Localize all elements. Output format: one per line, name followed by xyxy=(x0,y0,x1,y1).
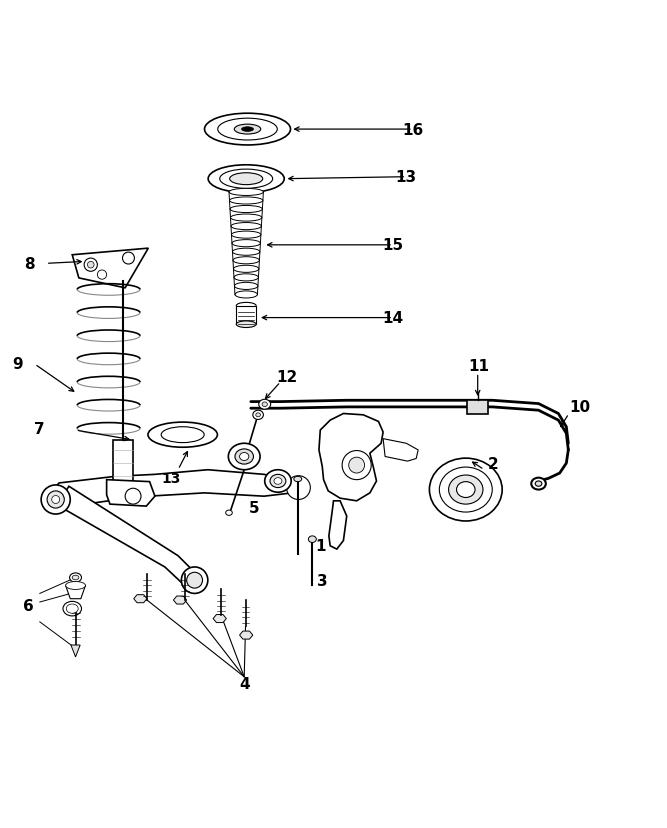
Ellipse shape xyxy=(208,166,284,194)
Circle shape xyxy=(123,253,135,265)
Ellipse shape xyxy=(233,266,259,273)
Circle shape xyxy=(52,496,59,504)
Polygon shape xyxy=(134,595,147,603)
Ellipse shape xyxy=(449,475,483,504)
Ellipse shape xyxy=(235,291,257,299)
Circle shape xyxy=(349,458,365,474)
Ellipse shape xyxy=(456,482,475,498)
Ellipse shape xyxy=(161,427,204,443)
Ellipse shape xyxy=(205,114,291,146)
Ellipse shape xyxy=(65,582,85,590)
Polygon shape xyxy=(329,501,347,550)
Bar xyxy=(236,306,256,325)
Ellipse shape xyxy=(241,128,253,132)
Circle shape xyxy=(342,451,372,480)
Ellipse shape xyxy=(235,450,253,465)
Ellipse shape xyxy=(262,402,267,407)
Text: 13: 13 xyxy=(396,170,417,185)
Ellipse shape xyxy=(236,321,256,328)
Text: 7: 7 xyxy=(34,421,45,436)
Circle shape xyxy=(125,489,141,504)
Polygon shape xyxy=(72,249,148,288)
Ellipse shape xyxy=(217,119,277,141)
Ellipse shape xyxy=(234,274,258,282)
Text: 6: 6 xyxy=(23,598,33,613)
Bar xyxy=(113,440,133,490)
Ellipse shape xyxy=(72,575,79,580)
Text: 10: 10 xyxy=(569,400,590,415)
Text: 9: 9 xyxy=(13,357,23,372)
Polygon shape xyxy=(319,414,383,501)
Ellipse shape xyxy=(229,198,263,205)
Ellipse shape xyxy=(243,451,249,456)
Ellipse shape xyxy=(430,459,502,522)
Text: 5: 5 xyxy=(249,500,259,515)
Polygon shape xyxy=(71,645,80,657)
Polygon shape xyxy=(173,596,187,604)
Text: 3: 3 xyxy=(317,573,327,588)
Text: 12: 12 xyxy=(277,369,298,384)
Circle shape xyxy=(84,258,97,272)
Text: 2: 2 xyxy=(488,456,499,471)
Text: 15: 15 xyxy=(382,238,404,253)
Ellipse shape xyxy=(219,170,273,189)
Text: 13: 13 xyxy=(162,472,181,486)
Ellipse shape xyxy=(228,444,260,470)
Polygon shape xyxy=(383,439,418,461)
Circle shape xyxy=(181,567,208,594)
Ellipse shape xyxy=(293,477,301,482)
Ellipse shape xyxy=(230,206,262,214)
Ellipse shape xyxy=(233,258,259,264)
Polygon shape xyxy=(59,487,205,591)
Ellipse shape xyxy=(308,537,316,543)
Text: 4: 4 xyxy=(239,676,249,691)
Ellipse shape xyxy=(229,174,263,185)
Text: 16: 16 xyxy=(402,123,424,137)
Ellipse shape xyxy=(239,453,249,461)
Ellipse shape xyxy=(234,125,261,135)
Ellipse shape xyxy=(231,232,261,239)
Ellipse shape xyxy=(148,422,217,448)
Polygon shape xyxy=(49,470,303,508)
Ellipse shape xyxy=(66,604,78,614)
Ellipse shape xyxy=(63,602,81,616)
Circle shape xyxy=(287,476,310,500)
Bar xyxy=(467,400,488,415)
Ellipse shape xyxy=(231,224,261,230)
Polygon shape xyxy=(213,615,226,623)
Text: 11: 11 xyxy=(468,359,490,374)
Polygon shape xyxy=(239,631,253,639)
Ellipse shape xyxy=(274,478,282,484)
Ellipse shape xyxy=(259,400,271,410)
Ellipse shape xyxy=(236,303,256,310)
Ellipse shape xyxy=(270,474,286,488)
Circle shape xyxy=(87,262,94,268)
Circle shape xyxy=(47,491,64,508)
Ellipse shape xyxy=(231,214,262,222)
Ellipse shape xyxy=(232,240,260,248)
Ellipse shape xyxy=(265,470,291,493)
Ellipse shape xyxy=(255,413,260,417)
Text: 14: 14 xyxy=(382,310,404,325)
Ellipse shape xyxy=(253,411,263,420)
Ellipse shape xyxy=(440,468,492,513)
Polygon shape xyxy=(65,585,85,599)
Ellipse shape xyxy=(233,249,260,256)
Ellipse shape xyxy=(229,189,263,196)
Circle shape xyxy=(97,271,107,280)
Text: 8: 8 xyxy=(24,257,35,272)
Ellipse shape xyxy=(234,283,258,290)
Text: 1: 1 xyxy=(315,539,325,554)
Ellipse shape xyxy=(69,573,81,582)
Ellipse shape xyxy=(532,478,546,490)
Circle shape xyxy=(187,572,203,589)
Ellipse shape xyxy=(225,510,232,516)
Ellipse shape xyxy=(535,481,542,487)
Polygon shape xyxy=(107,480,155,507)
Circle shape xyxy=(41,485,70,514)
